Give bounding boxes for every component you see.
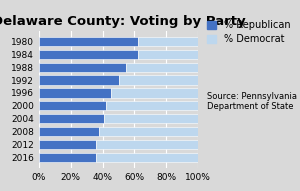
Title: Delaware County: Voting by Party: Delaware County: Voting by Party (0, 15, 245, 28)
Bar (39, 114, 104, 123)
Bar (39, 75, 118, 85)
Bar (118, 75, 198, 85)
Bar (96, 140, 198, 149)
Bar (39, 101, 106, 110)
Bar (104, 114, 198, 123)
Bar (96, 153, 198, 162)
Bar (106, 101, 198, 110)
Bar (39, 62, 127, 72)
Bar (39, 50, 138, 59)
Bar (39, 153, 96, 162)
Bar (39, 127, 99, 136)
Legend: % Republican, % Democrat: % Republican, % Democrat (205, 18, 292, 46)
Bar (127, 62, 198, 72)
Bar (138, 37, 198, 46)
Text: Source: Pennsylvania
Department of State: Source: Pennsylvania Department of State (207, 92, 297, 111)
Bar (39, 140, 96, 149)
Bar (138, 50, 198, 59)
Bar (39, 37, 138, 46)
Bar (99, 127, 198, 136)
Bar (39, 88, 110, 98)
Bar (110, 88, 198, 98)
